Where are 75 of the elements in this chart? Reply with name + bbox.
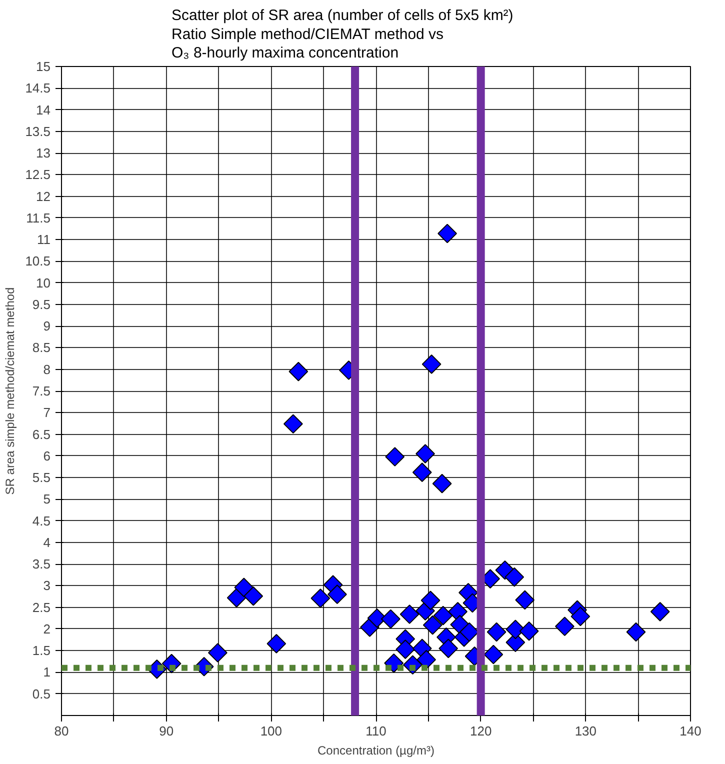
y-tick-label: 11 — [37, 232, 51, 248]
y-tick-label: 3 — [43, 578, 51, 594]
point — [626, 622, 646, 642]
y-tick-label: 1 — [43, 664, 51, 680]
point — [433, 606, 453, 626]
point — [412, 462, 432, 482]
y-tick-label: 12.5 — [25, 167, 51, 182]
point — [519, 621, 539, 641]
point — [310, 588, 330, 608]
y-tick-label: 14.5 — [25, 80, 51, 96]
y-tick-label: 4.5 — [32, 513, 51, 528]
y-axis-title: SR area simple method/ciemat method — [3, 287, 18, 495]
y-tick-label: 7.5 — [32, 384, 51, 398]
x-tick-label: 110 — [366, 724, 386, 738]
point — [380, 609, 400, 629]
x-tick-label: 120 — [470, 724, 492, 738]
y-tick-label: 13 — [36, 146, 51, 161]
point — [438, 638, 458, 658]
y-tick-label: 5.5 — [32, 470, 51, 486]
point — [432, 474, 452, 494]
point — [385, 447, 405, 466]
point — [416, 650, 436, 670]
point — [422, 615, 442, 635]
point — [288, 362, 308, 382]
point — [570, 606, 590, 626]
point — [396, 640, 416, 659]
y-tick-label: 15 — [36, 59, 51, 74]
point — [448, 602, 468, 622]
point — [506, 620, 526, 640]
point — [328, 584, 347, 604]
point — [484, 644, 504, 664]
point — [486, 622, 506, 642]
point — [283, 414, 303, 434]
x-tick-label: 90 — [159, 724, 174, 738]
y-tick-label: 1.5 — [32, 643, 51, 658]
y-tick-label: 8 — [43, 362, 51, 377]
y-tick-label: 7 — [43, 405, 51, 420]
point — [266, 634, 286, 654]
chart-title: Scatter plot of SR area (number of cells of 5x5 km²) Ratio Simple method/CIEMAT method vs O₃ 8-hourly maxima concentration — [172, 7, 514, 62]
y-tick-label: 2 — [43, 621, 51, 636]
y-tick-label: 2.5 — [32, 600, 51, 615]
y-tick-label: 14 — [36, 102, 51, 118]
y-tick-label: 5 — [43, 492, 51, 507]
y-tick-label: 12 — [36, 188, 51, 204]
y-tick-label: 10.5 — [25, 254, 51, 269]
point — [244, 586, 264, 606]
point — [208, 643, 228, 662]
y-tick-label: 10 — [36, 275, 51, 290]
point — [650, 602, 670, 622]
point — [420, 590, 440, 610]
point — [438, 224, 457, 244]
x-tick-label: 100 — [260, 724, 282, 738]
y-tick-label: 8.5 — [32, 340, 51, 356]
point — [504, 567, 524, 587]
point — [555, 616, 574, 636]
x-tick-label: 130 — [574, 724, 597, 738]
y-tick-label: 0.5 — [32, 686, 51, 702]
y-tick-label: 4 — [43, 534, 51, 550]
y-tick-label: 9 — [43, 318, 51, 334]
point — [234, 578, 254, 598]
point — [515, 590, 535, 610]
point — [400, 604, 420, 624]
point — [422, 354, 442, 374]
x-tick-label: 140 — [680, 724, 702, 738]
point — [226, 588, 246, 608]
y-tick-label: 6.5 — [32, 426, 51, 442]
y-tick-label: 3.5 — [32, 556, 51, 572]
x-tick-label: 80 — [54, 724, 69, 738]
x-axis-title: Concentration (µg/m³) — [318, 744, 434, 758]
point — [416, 444, 435, 464]
y-tick-label: 6 — [43, 448, 51, 464]
y-tick-label: 9.5 — [32, 296, 51, 312]
y-tick-label: 11.5 — [26, 210, 51, 226]
point — [460, 622, 479, 642]
y-tick-label: 13.5 — [25, 124, 51, 139]
